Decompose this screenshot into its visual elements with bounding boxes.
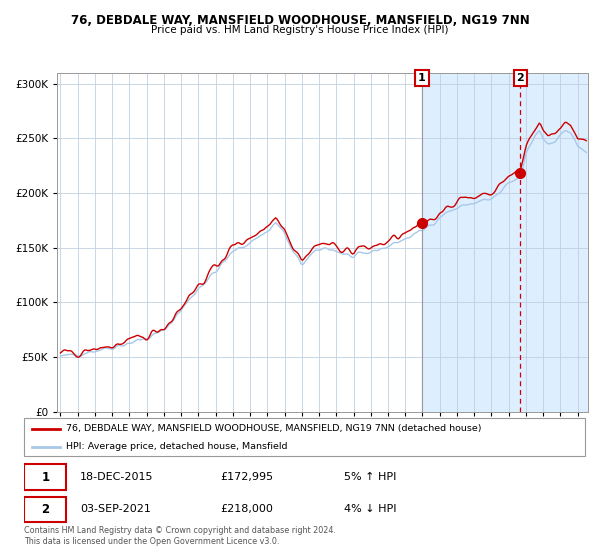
Text: 03-SEP-2021: 03-SEP-2021	[80, 505, 151, 515]
Text: HPI: Average price, detached house, Mansfield: HPI: Average price, detached house, Mans…	[66, 442, 287, 451]
Text: £172,995: £172,995	[220, 472, 274, 482]
Text: 2: 2	[517, 73, 524, 83]
Bar	[422, 73, 595, 412]
Text: 4% ↓ HPI: 4% ↓ HPI	[344, 505, 396, 515]
Text: 76, DEBDALE WAY, MANSFIELD WOODHOUSE, MANSFIELD, NG19 7NN: 76, DEBDALE WAY, MANSFIELD WOODHOUSE, MA…	[71, 14, 529, 27]
FancyBboxPatch shape	[24, 418, 585, 456]
Text: 5% ↑ HPI: 5% ↑ HPI	[344, 472, 396, 482]
Text: 1: 1	[418, 73, 426, 83]
Text: 1: 1	[41, 471, 49, 484]
Text: Price paid vs. HM Land Registry's House Price Index (HPI): Price paid vs. HM Land Registry's House …	[151, 25, 449, 35]
FancyBboxPatch shape	[24, 464, 66, 490]
Text: 76, DEBDALE WAY, MANSFIELD WOODHOUSE, MANSFIELD, NG19 7NN (detached house): 76, DEBDALE WAY, MANSFIELD WOODHOUSE, MA…	[66, 424, 482, 433]
Text: £218,000: £218,000	[220, 505, 273, 515]
FancyBboxPatch shape	[24, 497, 66, 522]
Text: 18-DEC-2015: 18-DEC-2015	[80, 472, 154, 482]
Text: Contains HM Land Registry data © Crown copyright and database right 2024.
This d: Contains HM Land Registry data © Crown c…	[24, 526, 336, 546]
Text: 2: 2	[41, 503, 49, 516]
